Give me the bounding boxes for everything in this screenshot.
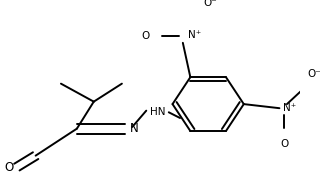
Text: N: N (130, 122, 139, 135)
Text: N⁺: N⁺ (283, 103, 296, 113)
Text: O: O (280, 139, 288, 149)
Text: O⁻: O⁻ (308, 69, 320, 79)
Text: HN: HN (150, 107, 165, 117)
Text: O: O (5, 161, 14, 174)
Text: O⁻: O⁻ (204, 0, 217, 9)
Text: N⁺: N⁺ (188, 30, 201, 40)
Text: O: O (142, 31, 150, 41)
